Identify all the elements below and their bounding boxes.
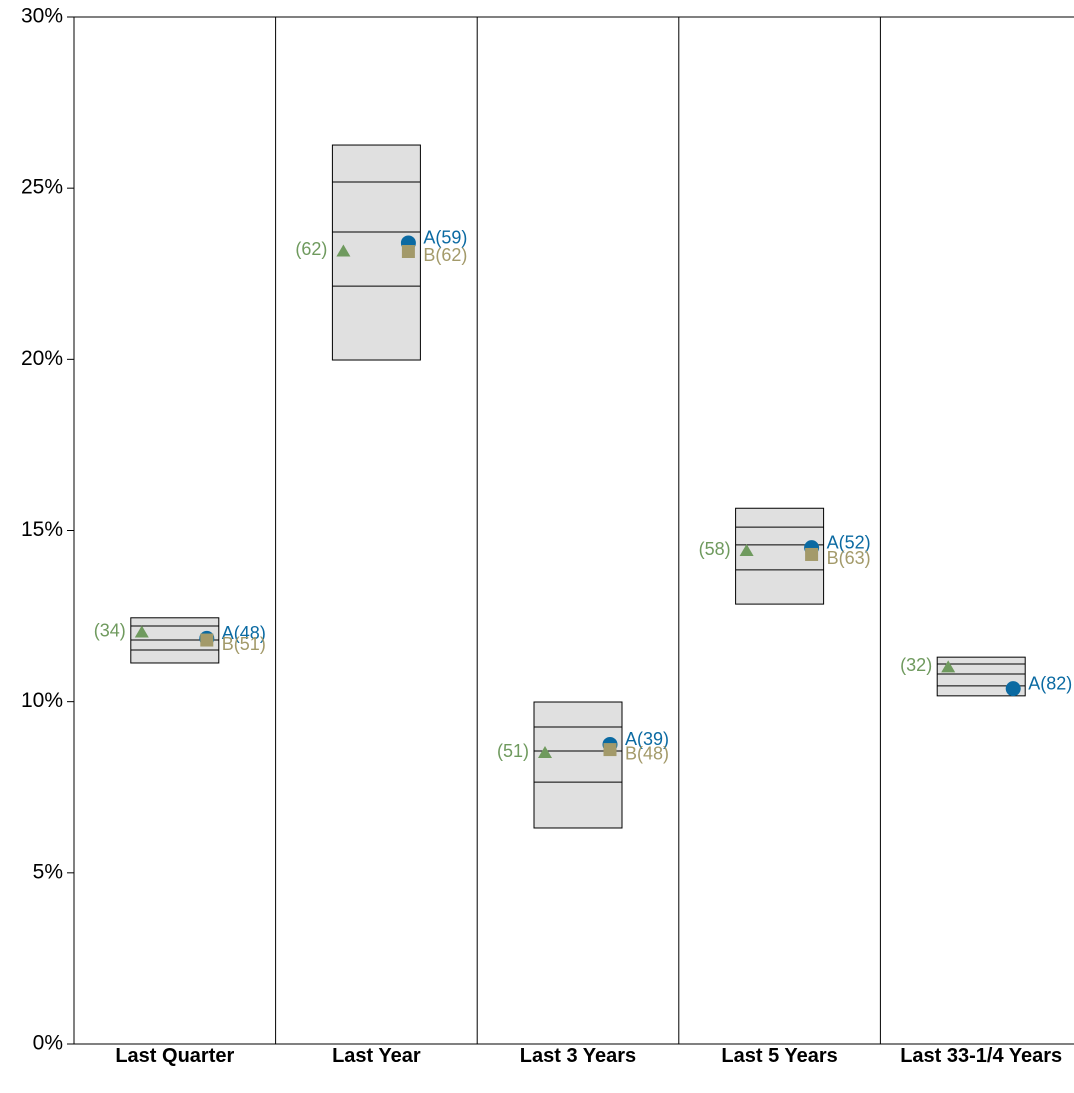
y-tick-label: 0% — [33, 1032, 63, 1055]
x-tick-label: Last Quarter — [115, 1045, 235, 1067]
x-tick-label: Last 3 Years — [519, 1045, 637, 1067]
square-marker — [200, 633, 214, 647]
rank-label: (51) — [497, 741, 529, 761]
rank-label: A(82) — [1028, 673, 1072, 693]
y-tick-label: 25% — [21, 176, 63, 199]
x-tick-label: Last 5 Years — [721, 1045, 838, 1067]
square-marker — [805, 547, 819, 561]
rank-label: (34) — [94, 620, 126, 640]
square-marker — [401, 244, 415, 258]
y-tick-label: 5% — [33, 860, 63, 883]
x-tick-label: Last 33-1/4 Years — [900, 1045, 1063, 1067]
box — [533, 701, 623, 829]
y-tick-label: 30% — [21, 5, 63, 28]
rank-label: (62) — [295, 239, 327, 259]
rank-label: A(52) — [827, 532, 871, 552]
rank-label: A(59) — [423, 228, 467, 248]
triangle-marker — [134, 625, 149, 638]
rank-label: B(62) — [423, 245, 467, 265]
rank-label: B(48) — [625, 743, 669, 763]
triangle-marker — [739, 544, 754, 557]
y-tick-label: 20% — [21, 347, 63, 370]
circle-marker — [1005, 681, 1021, 697]
rank-label: (58) — [699, 539, 731, 559]
triangle-marker — [538, 746, 552, 759]
rank-label: B(63) — [827, 548, 871, 568]
triangle-marker — [941, 660, 956, 673]
triangle-marker — [336, 244, 351, 257]
square-marker — [603, 743, 617, 757]
rank-label: A(39) — [625, 729, 669, 749]
y-tick-label: 10% — [21, 689, 63, 712]
rank-label: B(51) — [222, 634, 266, 654]
rank-label: A(48) — [222, 623, 266, 643]
x-tick-label: Last Year — [332, 1045, 421, 1067]
rank-label: (32) — [900, 655, 932, 675]
y-tick-label: 15% — [21, 518, 63, 541]
